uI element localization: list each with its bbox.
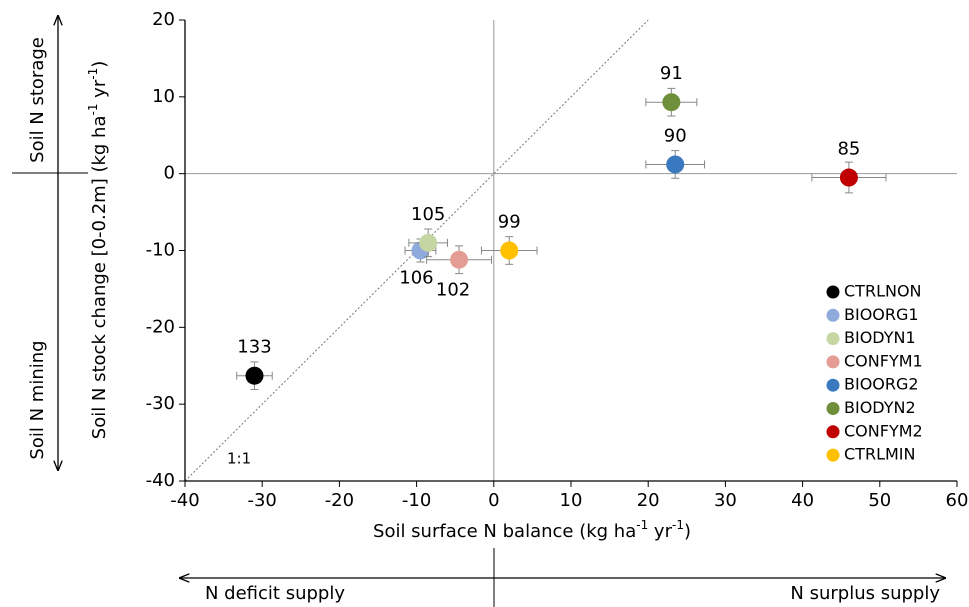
annotation: Soil N storage	[27, 37, 48, 163]
superscript: -1	[672, 518, 684, 532]
legend-marker	[826, 402, 840, 415]
data-label: 133	[237, 337, 271, 358]
x-tick-label: 40	[791, 490, 814, 511]
title-part: yr	[648, 521, 672, 542]
title-part: Soil surface N balance (kg ha	[373, 521, 636, 542]
title-part: )	[684, 521, 691, 542]
x-axis-title: Soil surface N balance (kg ha-1 yr-1)	[373, 518, 691, 543]
point	[450, 250, 469, 269]
y-tick-label: 10	[152, 86, 175, 107]
y-tick-label: 0	[164, 163, 175, 184]
legend-label: BIODYN1	[844, 328, 916, 347]
point	[666, 155, 685, 174]
x-tick-label: -10	[402, 490, 431, 511]
data-label: 90	[664, 125, 687, 146]
y-tick-label: 20	[152, 9, 175, 30]
data-label: 99	[498, 212, 521, 233]
x-tick-label: -30	[247, 490, 276, 511]
legend-marker	[826, 308, 840, 322]
y-tick-label: -40	[146, 470, 175, 491]
annotation: Soil N mining	[27, 340, 48, 459]
legend-label: BIODYN2	[844, 398, 916, 417]
data-label: 85	[837, 139, 860, 160]
legend-label: CONFYM1	[844, 351, 923, 370]
legend-marker	[826, 425, 840, 439]
reference-label: 1:1	[227, 450, 251, 468]
legend-label: CTRLMIN	[844, 445, 915, 464]
point	[419, 233, 438, 252]
legend-marker	[826, 285, 840, 299]
legend-marker	[826, 378, 840, 392]
point	[662, 93, 681, 112]
data-label: 106	[399, 268, 433, 289]
title-part: yr	[89, 79, 110, 103]
annotation: N deficit supply	[205, 583, 345, 604]
x-tick-label: 0	[488, 490, 499, 511]
annotation: N surplus supply	[790, 583, 940, 604]
point	[839, 168, 858, 187]
superscript: -1	[86, 68, 100, 80]
y-tick-label: -30	[146, 393, 175, 414]
title-part: )	[89, 61, 110, 68]
data-label: 105	[411, 204, 445, 225]
x-tick-label: -40	[170, 490, 199, 511]
x-tick-label: 20	[637, 490, 660, 511]
x-tick-label: 50	[868, 490, 891, 511]
reference-line	[184, 19, 649, 482]
legend-marker	[826, 448, 840, 462]
x-tick-label: 10	[560, 490, 583, 511]
y-axis-title: Soil N stock change [0-0.2m] (kg ha-1 yr…	[86, 61, 111, 439]
x-tick-label: -20	[325, 490, 354, 511]
point	[500, 241, 519, 260]
y-tick-label: -10	[146, 240, 175, 261]
legend-label: CTRLNON	[844, 282, 922, 301]
y-tick-label: -20	[146, 316, 175, 337]
legend-marker	[826, 355, 840, 369]
superscript: -1	[636, 518, 648, 532]
superscript: -1	[86, 104, 100, 116]
x-tick-label: 60	[946, 490, 969, 511]
legend-label: BIOORG2	[844, 375, 919, 394]
x-tick-label: 30	[714, 490, 737, 511]
legend-marker	[826, 332, 840, 346]
title-part: Soil N stock change [0-0.2m] (kg ha	[89, 116, 110, 440]
point	[245, 366, 264, 385]
legend-label: CONFYM2	[844, 421, 923, 440]
data-label: 102	[436, 280, 470, 301]
data-label: 91	[660, 63, 683, 84]
legend-label: BIOORG1	[844, 305, 919, 324]
